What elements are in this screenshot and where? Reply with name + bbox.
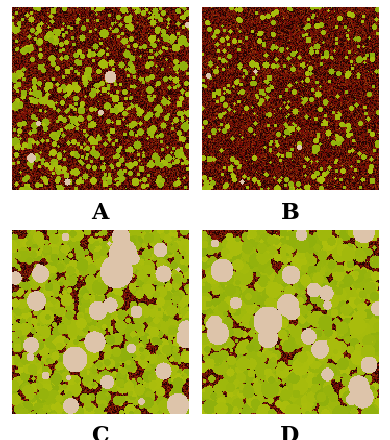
Text: A: A	[91, 202, 109, 224]
Text: B: B	[281, 202, 300, 224]
Text: C: C	[91, 425, 109, 440]
Text: D: D	[280, 425, 300, 440]
